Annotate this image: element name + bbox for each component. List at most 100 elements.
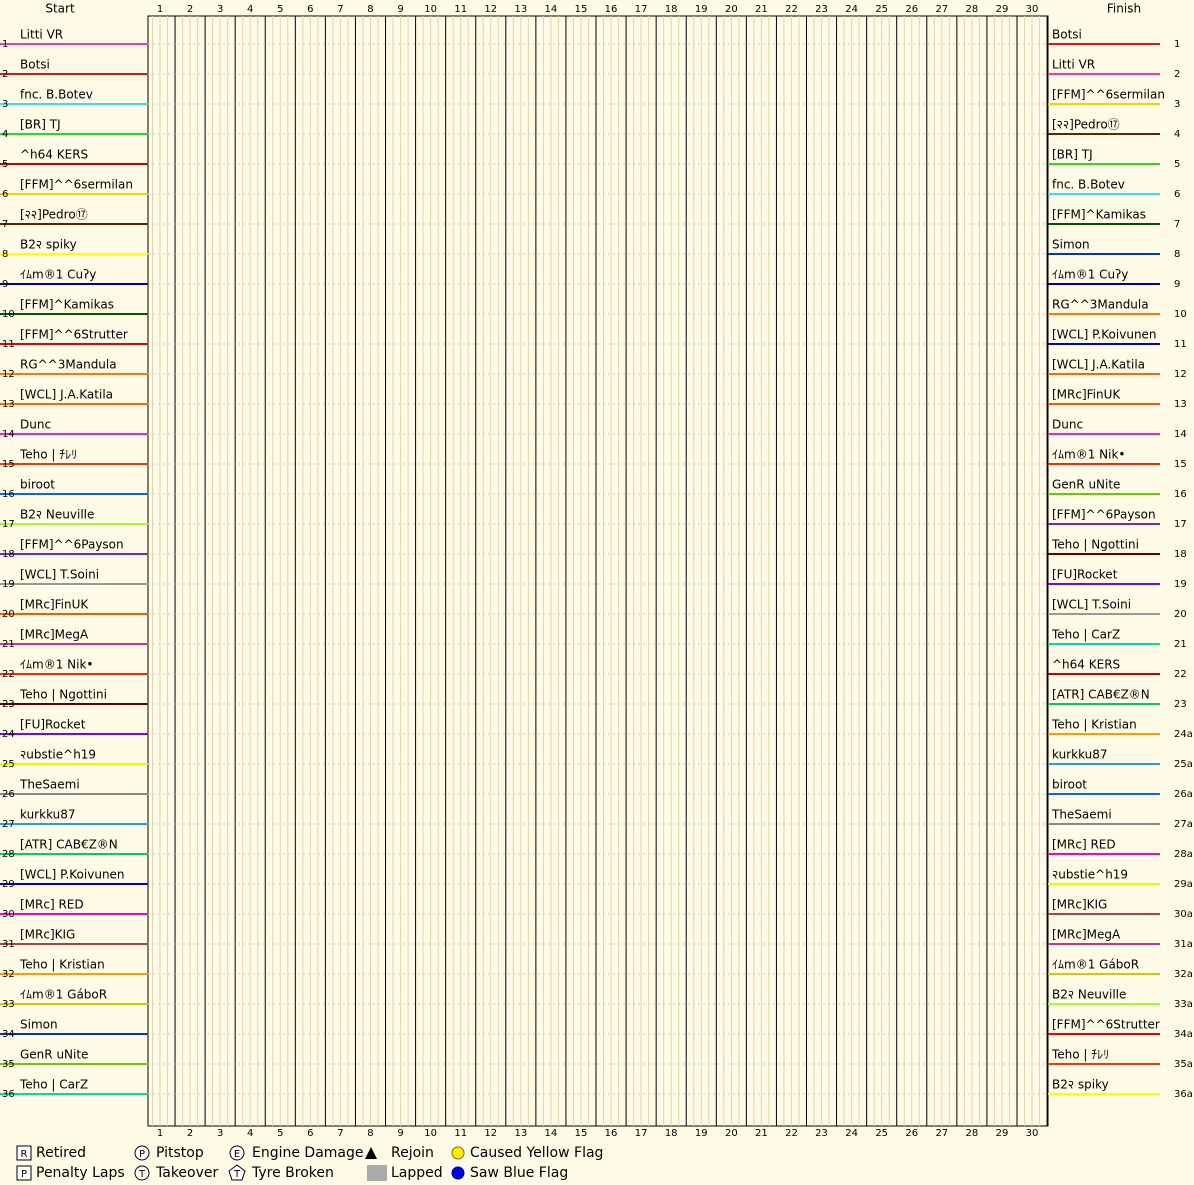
- finish-name: [FFM]^^6Strutter: [1052, 1018, 1160, 1032]
- start-name: B2२ Neuville: [20, 508, 94, 522]
- legend-rejoin: [365, 1147, 377, 1159]
- start-name: biroot: [20, 478, 55, 492]
- start-position: 27: [2, 819, 15, 830]
- lap-label-bottom: 5: [277, 1128, 283, 1139]
- start-name: [FFM]^^6Strutter: [20, 328, 128, 342]
- start-position: 31: [2, 939, 15, 950]
- start-name: [२२]Pedro⑰: [20, 208, 88, 222]
- finish-name: Teho | Kristian: [1051, 718, 1137, 732]
- start-name: RG^^3Mandula: [20, 358, 117, 372]
- legend-label: Caused Yellow Flag: [470, 1145, 603, 1161]
- lap-label-top: 17: [635, 4, 648, 15]
- lap-label-bottom: 15: [575, 1128, 588, 1139]
- legend-yellow: [451, 1146, 465, 1160]
- finish-position: 23: [1174, 699, 1187, 710]
- finish-position: 35a: [1174, 1059, 1193, 1070]
- finish-name: [MRc]FinUK: [1052, 388, 1121, 402]
- start-position: 24: [2, 729, 15, 740]
- start-name: Dunc: [20, 418, 51, 432]
- finish-position: 4: [1174, 129, 1180, 140]
- lap-label-top: 25: [875, 4, 888, 15]
- finish-position: 17: [1174, 519, 1187, 530]
- lap-label-top: 5: [277, 4, 283, 15]
- lap-label-top: 21: [755, 4, 768, 15]
- legend-label: Lapped: [391, 1165, 443, 1181]
- finish-name: [FFM]^^6Payson: [1052, 508, 1156, 522]
- lap-label-bottom: 16: [605, 1128, 618, 1139]
- lap-label-bottom: 23: [815, 1128, 828, 1139]
- legend-symbol: R: [21, 1149, 28, 1160]
- rows: 1 Litti VR 2 Botsi 3 fnc. B.Botev 4 [BR] TJ 5 ^h6…: [0, 28, 1193, 1100]
- lap-label-top: 29: [996, 4, 1009, 15]
- lap-label-bottom: 11: [454, 1128, 467, 1139]
- start-position: 13: [2, 399, 15, 410]
- start-position: 32: [2, 969, 15, 980]
- start-position: 5: [2, 159, 8, 170]
- legend-pentagon: [228, 1164, 246, 1181]
- start-name: [FFM]^^6Payson: [20, 538, 124, 552]
- lap-label-top: 10: [424, 4, 437, 15]
- lap-label-bottom: 1: [157, 1128, 163, 1139]
- legend-label: Tyre Broken: [251, 1165, 334, 1181]
- lap-label-top: 3: [217, 4, 223, 15]
- finish-position: 8: [1174, 249, 1180, 260]
- legend-circle: [134, 1165, 150, 1181]
- finish-position: 12: [1174, 369, 1187, 380]
- finish-name: kurkku87: [1052, 748, 1108, 762]
- start-name: [FFM]^^6sermilan: [20, 178, 133, 192]
- legend-label: Engine Damage: [252, 1145, 364, 1161]
- finish-position: 25a: [1174, 759, 1193, 770]
- finish-position: 15: [1174, 459, 1187, 470]
- start-name: Teho | CarZ: [19, 1078, 88, 1092]
- lap-label-bottom: 9: [397, 1128, 403, 1139]
- lap-label-bottom: 14: [545, 1128, 558, 1139]
- start-position: 23: [2, 699, 15, 710]
- start-position: 16: [2, 489, 15, 500]
- lap-label-top: 24: [845, 4, 858, 15]
- start-position: 6: [2, 189, 8, 200]
- start-position: 29: [2, 879, 15, 890]
- finish-position: 2: [1174, 69, 1180, 80]
- lap-label-top: 7: [337, 4, 343, 15]
- legend-box: [16, 1145, 32, 1161]
- lap-label-top: 8: [367, 4, 373, 15]
- lap-label-bottom: 25: [875, 1128, 888, 1139]
- start-name: [WCL] J.A.Katila: [20, 388, 113, 402]
- lap-label-bottom: 17: [635, 1128, 648, 1139]
- finish-position: 21: [1174, 639, 1187, 650]
- finish-name: Simon: [1052, 238, 1090, 252]
- lap-label-bottom: 22: [785, 1128, 798, 1139]
- lap-label-bottom: 19: [695, 1128, 708, 1139]
- start-name: [MRc]KIG: [20, 928, 75, 942]
- start-position: 11: [2, 339, 15, 350]
- start-name: Litti VR: [20, 28, 63, 42]
- finish-name: [FFM]^^6sermilan: [1052, 88, 1165, 102]
- lap-label-bottom: 6: [307, 1128, 313, 1139]
- finish-name: ^h64 KERS: [1052, 658, 1120, 672]
- finish-name: fnc. B.Botev: [1052, 178, 1125, 192]
- finish-position: 36a: [1174, 1089, 1193, 1100]
- finish-title: Finish: [1107, 2, 1141, 16]
- start-name: [MRc] RED: [20, 898, 84, 912]
- lap-label-top: 12: [484, 4, 497, 15]
- finish-name: biroot: [1052, 778, 1087, 792]
- start-name: [WCL] P.Koivunen: [20, 868, 125, 882]
- start-position: 20: [2, 609, 15, 620]
- start-position: 25: [2, 759, 15, 770]
- finish-position: 10: [1174, 309, 1187, 320]
- start-name: kurkku87: [20, 808, 76, 822]
- start-name: [MRc]MegA: [20, 628, 89, 642]
- start-name: २ubstie^h19: [20, 748, 96, 762]
- finish-name: Dunc: [1052, 418, 1083, 432]
- finish-position: 30a: [1174, 909, 1193, 920]
- finish-position: 20: [1174, 609, 1187, 620]
- lap-label-top: 9: [397, 4, 403, 15]
- finish-name: [ATR] CAB€Z®N: [1052, 688, 1150, 702]
- finish-position: 34a: [1174, 1029, 1193, 1040]
- lap-label-bottom: 13: [514, 1128, 527, 1139]
- finish-position: 27a: [1174, 819, 1193, 830]
- legend-label: Saw Blue Flag: [470, 1165, 568, 1181]
- start-name: GenR uNite: [20, 1048, 88, 1062]
- finish-name: RG^^3Mandula: [1052, 298, 1149, 312]
- finish-position: 13: [1174, 399, 1187, 410]
